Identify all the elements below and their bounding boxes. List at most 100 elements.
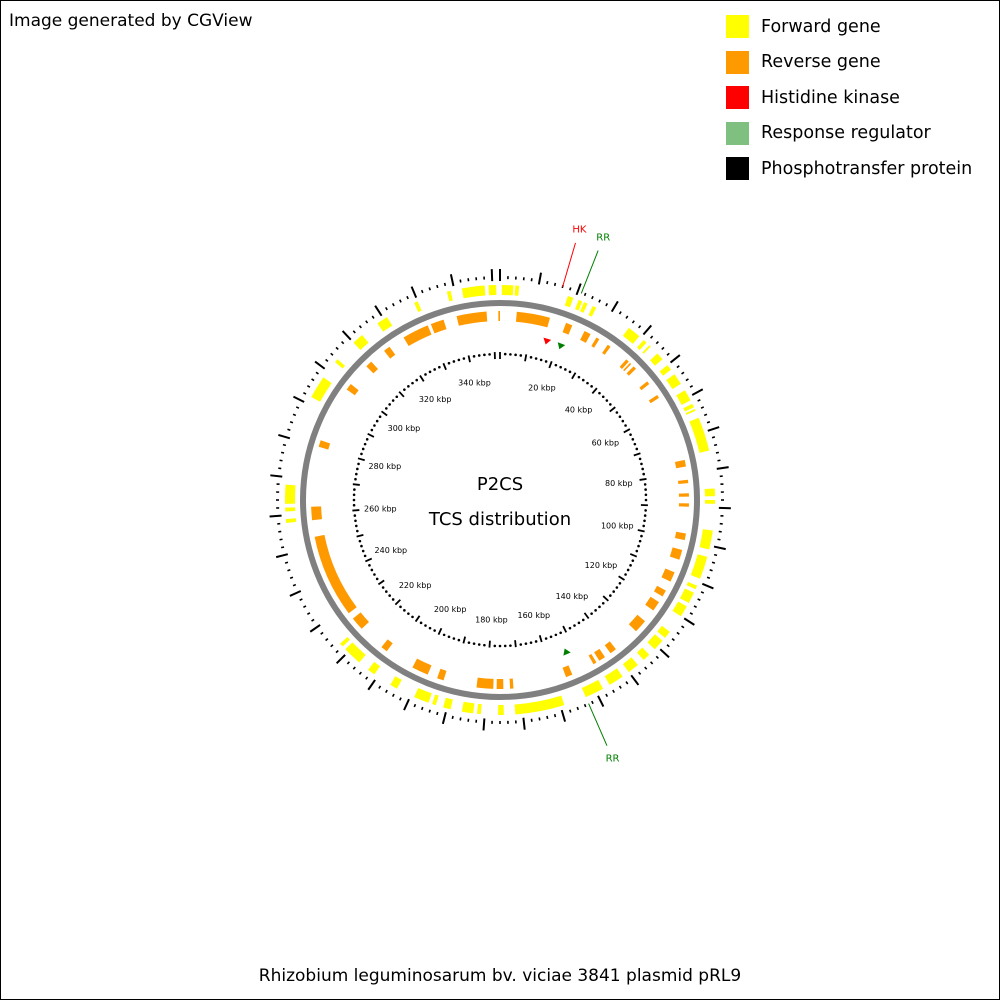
forward-gene bbox=[622, 657, 638, 673]
outer-tick bbox=[292, 583, 297, 587]
forward-gene bbox=[636, 340, 647, 350]
legend-label-reverse-gene: Reverse gene bbox=[761, 52, 881, 73]
inner-minor-tick bbox=[534, 357, 538, 360]
outer-tick bbox=[659, 648, 670, 659]
kbp-label-240: 240 kbp bbox=[375, 546, 408, 555]
outer-tick bbox=[278, 433, 291, 440]
inner-minor-tick bbox=[638, 539, 642, 543]
inner-minor-tick bbox=[375, 577, 379, 581]
inner-minor-tick bbox=[601, 601, 605, 605]
outer-tick bbox=[399, 697, 402, 701]
kbp-label-100: 100 kbp bbox=[601, 522, 634, 531]
inner-minor-tick bbox=[361, 447, 365, 451]
tcs-label-hk-16: HK bbox=[572, 224, 587, 235]
outer-tick bbox=[553, 282, 557, 287]
forward-gene bbox=[699, 529, 713, 550]
forward-gene bbox=[622, 327, 640, 344]
inner-minor-tick bbox=[452, 360, 456, 363]
inner-minor-tick bbox=[375, 419, 379, 423]
tcs-marker-hk bbox=[543, 337, 552, 345]
reverse-gene bbox=[476, 677, 494, 689]
inner-minor-tick bbox=[615, 586, 619, 589]
outer-tick bbox=[538, 717, 541, 721]
inner-minor-tick bbox=[433, 629, 436, 632]
inner-minor-tick bbox=[635, 549, 639, 553]
outer-tick bbox=[410, 286, 418, 299]
inner-minor-tick bbox=[586, 381, 589, 385]
outer-tick bbox=[413, 703, 417, 708]
outer-tick bbox=[436, 711, 439, 716]
forward-gene bbox=[514, 695, 565, 715]
reverse-gene bbox=[509, 678, 514, 689]
outer-tick bbox=[597, 695, 605, 708]
reverse-gene bbox=[628, 614, 646, 632]
outer-tick bbox=[700, 591, 705, 594]
outer-tick bbox=[391, 303, 395, 307]
inner-minor-tick bbox=[419, 621, 423, 625]
outer-tick bbox=[330, 352, 334, 356]
forward-gene bbox=[689, 417, 710, 453]
inner-minor-tick bbox=[631, 438, 635, 441]
inner-minor-tick bbox=[477, 354, 481, 357]
inner-minor-tick bbox=[568, 626, 572, 630]
inner-minor-tick bbox=[633, 442, 637, 446]
inner-minor-tick bbox=[361, 549, 365, 553]
kbp-label-200: 200 kbp bbox=[434, 605, 467, 614]
outer-tick bbox=[583, 292, 587, 297]
outer-tick bbox=[650, 661, 654, 665]
inner-minor-tick bbox=[631, 559, 635, 562]
forward-gene bbox=[368, 661, 381, 675]
reverse-gene bbox=[346, 384, 359, 396]
inner-minor-tick bbox=[363, 442, 367, 446]
reverse-gene bbox=[318, 440, 331, 450]
outer-tick bbox=[292, 413, 297, 417]
inner-minor-tick bbox=[403, 609, 406, 612]
inner-minor-tick bbox=[577, 621, 581, 625]
inner-major-tick bbox=[637, 529, 645, 533]
outer-tick bbox=[689, 385, 694, 388]
inner-minor-tick bbox=[452, 637, 456, 640]
forward-gene bbox=[704, 500, 716, 504]
inner-minor-tick bbox=[644, 493, 648, 497]
forward-gene bbox=[390, 676, 402, 689]
reverse-gene bbox=[588, 653, 597, 665]
inner-minor-tick bbox=[581, 378, 585, 382]
forward-gene bbox=[446, 290, 453, 302]
inner-major-tick bbox=[609, 406, 616, 413]
outer-tick bbox=[309, 624, 321, 633]
outer-tick bbox=[569, 287, 572, 291]
outer-tick bbox=[403, 698, 410, 711]
kbp-label-40: 40 kbp bbox=[565, 405, 593, 414]
inner-minor-tick bbox=[643, 483, 647, 486]
inner-minor-tick bbox=[534, 640, 538, 643]
outer-tick bbox=[618, 685, 622, 689]
inner-minor-tick bbox=[573, 624, 576, 627]
inner-minor-tick bbox=[438, 365, 441, 369]
inner-minor-tick bbox=[395, 395, 399, 399]
forward-gene bbox=[659, 365, 671, 376]
inner-minor-tick bbox=[356, 529, 359, 533]
inner-minor-tick bbox=[368, 564, 371, 567]
outer-tick bbox=[311, 618, 315, 622]
outer-tick bbox=[553, 713, 557, 718]
outer-tick bbox=[676, 631, 680, 635]
inner-major-tick bbox=[377, 579, 385, 586]
map-title-p2cs: P2CS bbox=[477, 474, 523, 495]
outer-tick bbox=[701, 582, 714, 590]
inner-major-tick bbox=[618, 575, 625, 581]
inner-major-tick bbox=[562, 625, 568, 633]
reverse-gene bbox=[653, 585, 666, 597]
forward-gene-track bbox=[284, 285, 716, 716]
forward-gene bbox=[488, 285, 497, 296]
kbp-label-180: 180 kbp bbox=[475, 616, 508, 625]
outer-tick bbox=[575, 283, 582, 296]
inner-minor-tick bbox=[509, 353, 512, 356]
map-title-tcs-distribution: TCS distribution bbox=[428, 509, 571, 530]
outer-tick bbox=[713, 443, 718, 447]
outer-tick bbox=[537, 272, 542, 285]
inner-minor-tick bbox=[399, 605, 402, 609]
outer-tick bbox=[625, 315, 629, 319]
outer-tick bbox=[420, 289, 424, 294]
outer-tick bbox=[346, 661, 350, 665]
reverse-gene bbox=[669, 547, 683, 560]
